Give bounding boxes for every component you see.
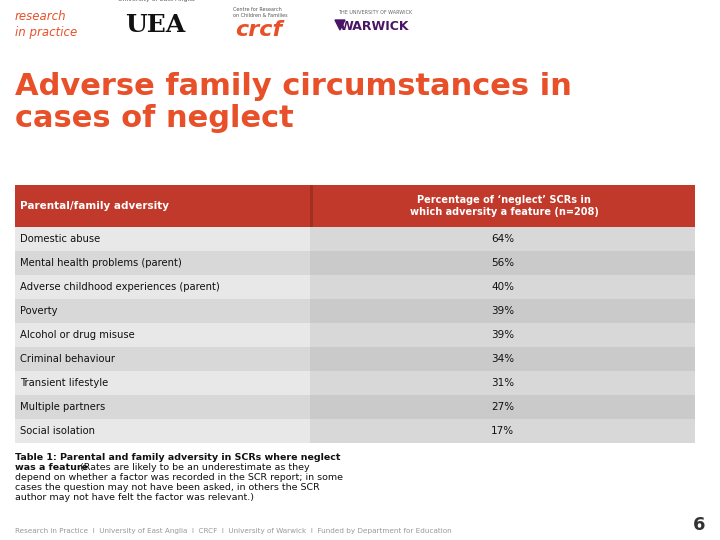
Text: Transient lifestyle: Transient lifestyle xyxy=(20,378,108,388)
Text: Table 1: Parental and family adversity in SCRs where neglect: Table 1: Parental and family adversity i… xyxy=(15,453,341,462)
Text: 40%: 40% xyxy=(491,282,514,292)
Text: Domestic abuse: Domestic abuse xyxy=(20,234,100,244)
Bar xyxy=(310,275,695,299)
Text: Adverse childhood experiences (parent): Adverse childhood experiences (parent) xyxy=(20,282,220,292)
Bar xyxy=(15,251,310,275)
Bar xyxy=(15,299,310,323)
Text: author may not have felt the factor was relevant.): author may not have felt the factor was … xyxy=(15,493,254,502)
Text: Alcohol or drug misuse: Alcohol or drug misuse xyxy=(20,330,135,340)
Text: University of East Anglia: University of East Anglia xyxy=(118,0,195,2)
Text: Multiple partners: Multiple partners xyxy=(20,402,105,412)
Text: crcf: crcf xyxy=(235,20,282,40)
Text: 17%: 17% xyxy=(491,426,514,436)
Bar xyxy=(310,251,695,275)
Text: 34%: 34% xyxy=(491,354,514,364)
Text: depend on whether a factor was recorded in the SCR report; in some: depend on whether a factor was recorded … xyxy=(15,473,343,482)
Text: 31%: 31% xyxy=(491,378,514,388)
Text: Centre for Research
on Children & Families: Centre for Research on Children & Famili… xyxy=(233,7,287,18)
Text: WARWICK: WARWICK xyxy=(340,20,410,33)
Bar xyxy=(15,323,310,347)
Bar xyxy=(310,371,695,395)
Bar xyxy=(310,323,695,347)
Text: Research in Practice  I  University of East Anglia  I  CRCF  I  University of Wa: Research in Practice I University of Eas… xyxy=(15,528,451,534)
Text: 27%: 27% xyxy=(491,402,514,412)
Bar xyxy=(310,419,695,443)
Bar xyxy=(310,227,695,251)
Text: (Rates are likely to be an underestimate as they: (Rates are likely to be an underestimate… xyxy=(77,463,310,472)
Bar xyxy=(15,227,310,251)
Text: 39%: 39% xyxy=(491,330,514,340)
Text: Adverse family circumstances in
cases of neglect: Adverse family circumstances in cases of… xyxy=(15,72,572,133)
Text: Mental health problems (parent): Mental health problems (parent) xyxy=(20,258,181,268)
Text: Percentage of ‘neglect’ SCRs in
which adversity a feature (n=208): Percentage of ‘neglect’ SCRs in which ad… xyxy=(410,195,598,217)
Text: THE UNIVERSITY OF WARWICK: THE UNIVERSITY OF WARWICK xyxy=(338,10,413,15)
Bar xyxy=(15,395,310,419)
Text: research
in practice: research in practice xyxy=(15,10,77,39)
Bar xyxy=(15,347,310,371)
Text: 6: 6 xyxy=(693,516,705,534)
Text: Parental/family adversity: Parental/family adversity xyxy=(20,201,169,211)
Text: was a feature: was a feature xyxy=(15,463,88,472)
Text: 64%: 64% xyxy=(491,234,514,244)
Bar xyxy=(310,185,313,227)
Text: Criminal behaviour: Criminal behaviour xyxy=(20,354,115,364)
Text: Social isolation: Social isolation xyxy=(20,426,95,436)
Bar xyxy=(310,299,695,323)
Text: cases the question may not have been asked, in others the SCR: cases the question may not have been ask… xyxy=(15,483,320,492)
Bar xyxy=(310,395,695,419)
Bar xyxy=(15,419,310,443)
Bar xyxy=(15,371,310,395)
Text: UEA: UEA xyxy=(125,13,185,37)
Bar xyxy=(15,185,695,227)
Text: 56%: 56% xyxy=(491,258,514,268)
Polygon shape xyxy=(335,20,345,30)
Text: Poverty: Poverty xyxy=(20,306,58,316)
Bar xyxy=(15,275,310,299)
Text: 39%: 39% xyxy=(491,306,514,316)
Bar xyxy=(310,347,695,371)
